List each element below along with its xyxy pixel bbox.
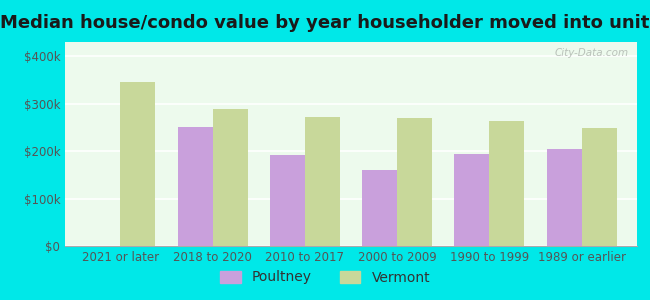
- Bar: [362, 170, 397, 246]
- Bar: [305, 117, 340, 246]
- Bar: [213, 110, 248, 246]
- Text: City-Data.com: City-Data.com: [554, 48, 629, 58]
- Bar: [489, 121, 525, 246]
- Bar: [547, 149, 582, 246]
- Bar: [120, 82, 155, 246]
- Legend: Poultney, Vermont: Poultney, Vermont: [214, 265, 436, 290]
- Bar: [270, 155, 305, 246]
- Text: Median house/condo value by year householder moved into unit: Median house/condo value by year househo…: [0, 14, 650, 32]
- Bar: [582, 128, 617, 246]
- Bar: [177, 128, 213, 246]
- Bar: [397, 118, 432, 246]
- Bar: [454, 154, 489, 246]
